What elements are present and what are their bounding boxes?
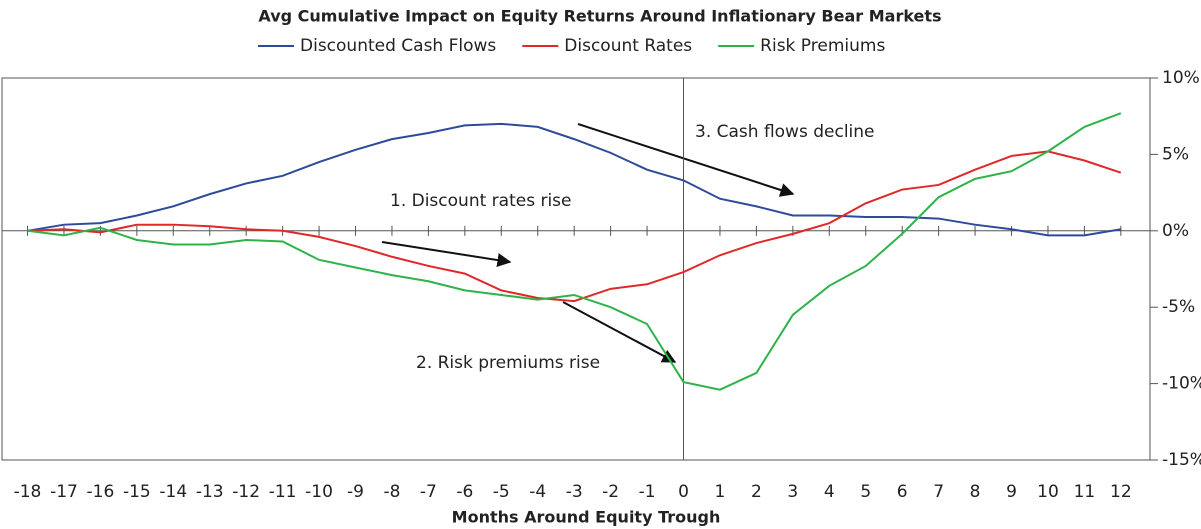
y-tick-label: 0% — [1162, 221, 1189, 241]
y-tick-label: -5% — [1162, 297, 1195, 317]
x-tick-label: 12 — [1110, 482, 1132, 502]
x-tick-label: -12 — [232, 482, 260, 502]
x-tick-label: -5 — [493, 482, 510, 502]
x-tick-label: -13 — [196, 482, 224, 502]
annotation: 1. Discount rates rise — [390, 191, 571, 211]
x-tick-label: 2 — [751, 482, 762, 502]
x-tick-label: -3 — [566, 482, 583, 502]
x-tick-label: -11 — [269, 482, 297, 502]
x-tick-label: 10 — [1037, 482, 1059, 502]
x-tick-label: 9 — [1006, 482, 1017, 502]
x-tick-label: 5 — [860, 482, 871, 502]
x-tick-label: -8 — [383, 482, 400, 502]
arrow — [381, 241, 512, 267]
x-axis-label: Months Around Equity Trough — [452, 508, 721, 527]
x-tick-label: -9 — [347, 482, 364, 502]
legend-label: Discounted Cash Flows — [300, 36, 496, 56]
x-tick-label: -15 — [123, 482, 151, 502]
x-tick-label: 8 — [970, 482, 981, 502]
x-tick-label: -18 — [14, 482, 42, 502]
arrow — [562, 301, 677, 363]
x-tick-label: -1 — [639, 482, 656, 502]
x-tick-label: -4 — [529, 482, 546, 502]
line-series — [27, 150, 1122, 303]
legend-label: Discount Rates — [564, 36, 692, 56]
x-tick-label: 4 — [824, 482, 835, 502]
chart-title: Avg Cumulative Impact on Equity Returns … — [258, 7, 941, 26]
x-tick-label: -17 — [50, 482, 78, 502]
y-tick-label: 5% — [1162, 144, 1189, 164]
line-series — [27, 122, 1122, 237]
annotation: 2. Risk premiums rise — [416, 353, 600, 373]
y-tick-label: 10% — [1162, 68, 1200, 88]
line-series — [27, 112, 1122, 391]
y-tick-label: -15% — [1162, 450, 1201, 470]
x-tick-label: 11 — [1074, 482, 1096, 502]
x-tick-label: -2 — [602, 482, 619, 502]
x-tick-label: -6 — [456, 482, 473, 502]
x-tick-label: -10 — [305, 482, 333, 502]
legend-label: Risk Premiums — [760, 36, 885, 56]
x-tick-label: 1 — [715, 482, 726, 502]
arrow — [577, 123, 795, 197]
x-tick-label: -7 — [420, 482, 437, 502]
x-tick-label: 0 — [678, 482, 689, 502]
x-tick-label: -16 — [87, 482, 115, 502]
annotation: 3. Cash flows decline — [695, 122, 875, 142]
plot-frame — [1, 77, 1151, 461]
x-tick-label: -14 — [159, 482, 187, 502]
y-tick-label: -10% — [1162, 374, 1201, 394]
x-tick-label: 7 — [933, 482, 944, 502]
x-tick-label: 3 — [787, 482, 798, 502]
x-tick-label: 6 — [897, 482, 908, 502]
